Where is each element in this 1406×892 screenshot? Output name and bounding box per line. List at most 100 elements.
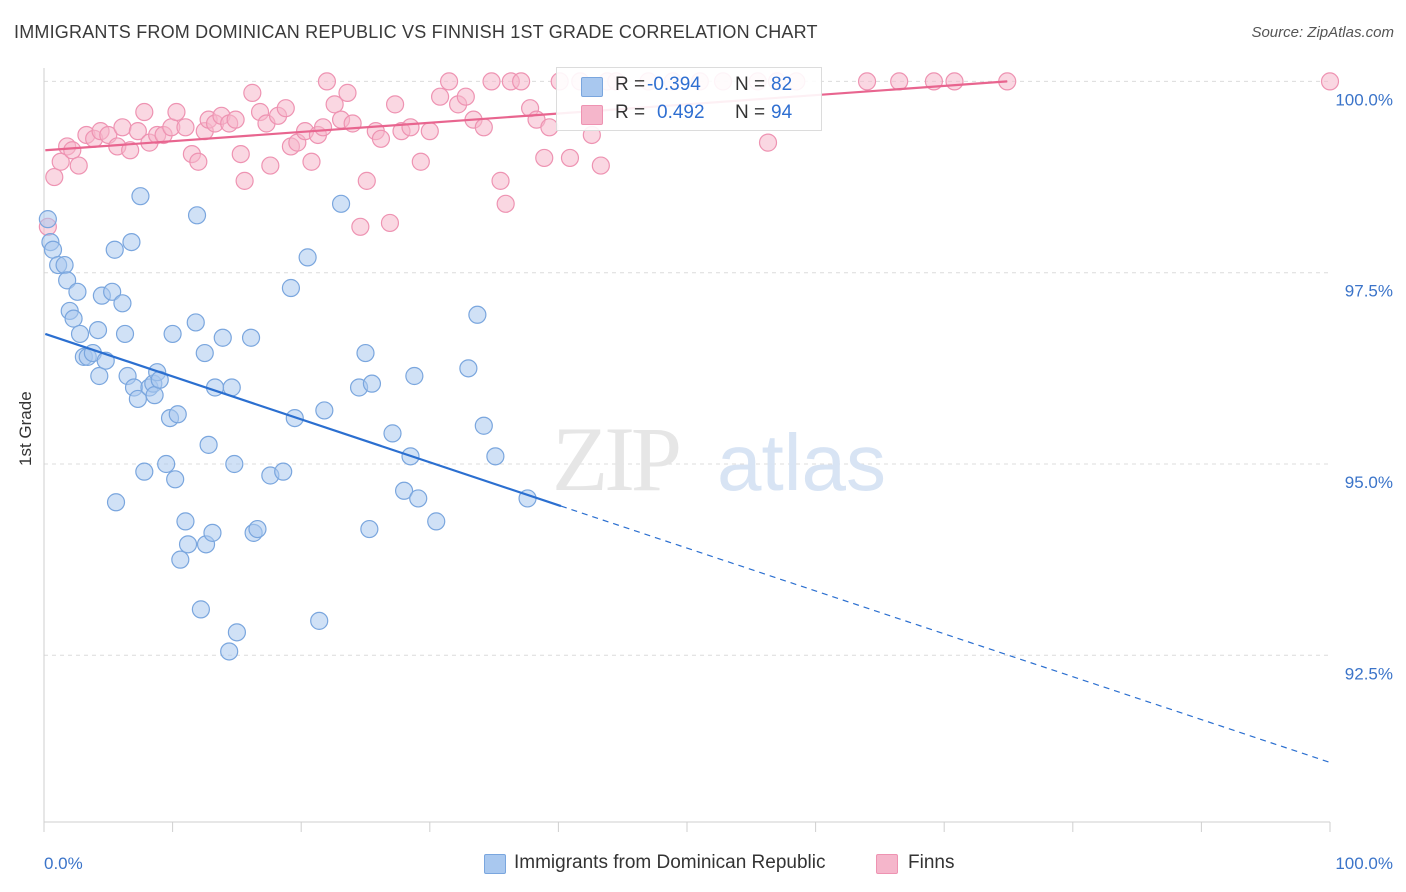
- finns-point: [226, 110, 245, 129]
- dominican-point: [103, 282, 122, 301]
- dominican-point: [90, 366, 109, 386]
- stats-legend: R = -0.394 N = 82 R = 0.492 N = 94: [556, 67, 822, 131]
- dominican-point: [409, 489, 428, 508]
- finns-point: [325, 95, 344, 114]
- finns-point: [128, 122, 147, 141]
- finns-point: [945, 72, 964, 91]
- finns-point: [430, 87, 450, 106]
- legend-swatch-pink: [581, 105, 603, 125]
- dominican-point: [176, 512, 195, 531]
- dominican-point: [166, 470, 185, 489]
- finns-point: [135, 102, 154, 122]
- bottom-legend-swatch-pink: [876, 854, 898, 874]
- finns-point: [276, 99, 295, 118]
- dominican-point: [227, 623, 246, 642]
- finns-point: [51, 152, 70, 171]
- finns-point: [439, 72, 459, 91]
- dominican-point: [427, 512, 446, 531]
- dominican-point: [58, 271, 77, 290]
- legend-n-value: 94: [771, 102, 793, 123]
- legend-r-value: 0.492: [657, 102, 705, 123]
- legend-r-label: R =: [615, 74, 646, 95]
- finns-point: [758, 133, 778, 152]
- bottom-legend-swatch-blue: [484, 854, 506, 874]
- dominican-point: [191, 600, 210, 619]
- dominican-point: [310, 611, 329, 630]
- finns-point: [357, 171, 376, 190]
- dominican-point: [220, 642, 239, 661]
- dominican-trend-extension: [560, 505, 1331, 763]
- dominican-point: [405, 366, 424, 386]
- dominican-point: [474, 416, 493, 435]
- finns-point: [420, 122, 439, 141]
- dominican-point: [225, 454, 244, 474]
- dominican-point: [186, 313, 205, 332]
- dominican-point: [298, 248, 317, 267]
- dominican-point: [248, 519, 267, 539]
- legend-n-label: N =: [735, 102, 766, 123]
- bottom-legend-label: Finns: [908, 852, 955, 873]
- dominican-point: [64, 309, 83, 328]
- dominican-point: [70, 324, 90, 344]
- y-tick-label: 92.5%: [1345, 664, 1393, 683]
- finns-point: [121, 141, 140, 160]
- finns-point: [189, 152, 208, 171]
- bottom-legend-label: Immigrants from Dominican Republic: [514, 852, 826, 873]
- dominican-point: [468, 305, 487, 324]
- dominican-point: [38, 210, 57, 229]
- legend-n-value: 82: [771, 74, 793, 95]
- finns-point: [317, 72, 337, 91]
- x-tick-label: 0.0%: [44, 854, 83, 873]
- dominican-point: [486, 447, 505, 466]
- finns-point: [401, 118, 420, 137]
- axes: [43, 68, 1331, 832]
- finns-point: [411, 152, 430, 171]
- y-tick-label: 97.5%: [1345, 282, 1393, 301]
- dominican-point: [55, 255, 74, 275]
- finns-point: [338, 83, 357, 102]
- trend-lines: [44, 80, 1331, 763]
- finns-trend-line: [45, 80, 1008, 152]
- legend-n-label: N =: [735, 74, 766, 95]
- dominican-point: [163, 324, 182, 344]
- finns-point: [243, 83, 262, 102]
- legend-swatch-blue: [581, 77, 603, 97]
- legend-r-label: R =: [615, 102, 646, 123]
- y-tick-label: 100.0%: [1335, 90, 1393, 109]
- finns-point: [474, 118, 493, 137]
- finns-point: [535, 148, 554, 168]
- finns-point: [857, 72, 877, 91]
- grid-lines: [44, 80, 1330, 656]
- dominican-point: [178, 535, 198, 554]
- dominican-point: [459, 359, 478, 378]
- dominican-point: [213, 328, 232, 347]
- finns-point: [1320, 72, 1340, 91]
- finns-point: [261, 156, 280, 175]
- dominican-point: [88, 320, 108, 340]
- tick-labels: 92.5% 95.0% 97.5% 100.0% 0.0% 100.0%: [44, 90, 1393, 873]
- finns-point: [591, 156, 610, 175]
- dominican-point: [356, 343, 375, 363]
- dominican-point: [187, 206, 207, 225]
- finns-point: [385, 95, 405, 114]
- finns-point: [313, 118, 333, 137]
- dominican-point: [274, 462, 293, 481]
- finns-point: [560, 148, 580, 168]
- finns-point: [496, 194, 515, 213]
- legend-r-value: -0.394: [647, 74, 701, 95]
- finns-point: [113, 118, 132, 137]
- watermark-zip: ZIP: [552, 408, 679, 510]
- finns-point: [482, 72, 501, 91]
- finns-point: [167, 102, 186, 122]
- dominican-trend-line: [44, 332, 562, 508]
- dominican-point: [145, 386, 164, 405]
- dominican-point: [203, 523, 222, 542]
- finns-point: [235, 171, 254, 190]
- chart-title: IMMIGRANTS FROM DOMINICAN REPUBLIC VS FI…: [14, 22, 818, 42]
- dominican-point: [105, 240, 124, 259]
- y-axis-label: 1st Grade: [16, 391, 35, 466]
- dominican-point: [115, 324, 135, 344]
- finns-point: [380, 213, 400, 233]
- source-label: Source: ZipAtlas.com: [1251, 24, 1394, 41]
- dominican-point: [168, 405, 187, 424]
